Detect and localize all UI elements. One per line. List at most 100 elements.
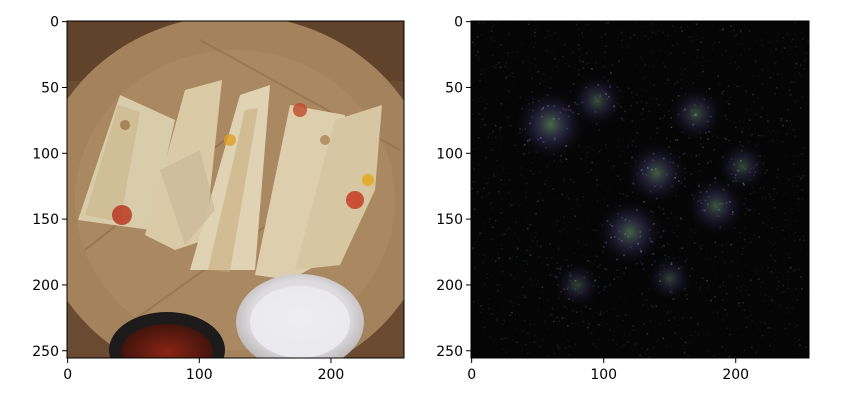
noise-speckle	[730, 25, 732, 27]
noise-speckle	[702, 56, 704, 59]
noise-speckle	[618, 155, 621, 157]
noise-speckle	[721, 54, 723, 57]
noise-speckle	[533, 31, 536, 34]
noise-speckle	[514, 317, 517, 320]
noise-speckle	[792, 144, 794, 147]
noise-speckle	[745, 263, 747, 266]
noise-speckle	[699, 245, 702, 248]
noise-speckle	[480, 196, 483, 198]
noise-speckle	[526, 352, 529, 355]
noise-speckle	[642, 89, 645, 91]
noise-speckle	[591, 147, 593, 150]
noise-speckle	[475, 43, 477, 45]
noise-speckle	[568, 65, 570, 67]
noise-speckle	[756, 40, 758, 42]
noise-speckle	[554, 57, 556, 60]
noise-speckle	[783, 47, 786, 49]
noise-speckle	[561, 161, 563, 163]
noise-speckle	[741, 296, 743, 298]
noise-speckle	[500, 212, 503, 214]
noise-speckle	[618, 192, 621, 195]
right-y-tick-label: 50	[445, 80, 463, 96]
left-image-axes	[66, 20, 405, 359]
noise-speckle	[648, 355, 651, 358]
noise-speckle	[781, 229, 784, 232]
noise-speckle	[600, 36, 603, 39]
noise-speckle	[503, 319, 505, 322]
noise-speckle	[556, 199, 559, 201]
noise-speckle	[616, 269, 619, 271]
noise-speckle	[738, 305, 740, 307]
noise-speckle	[589, 307, 592, 310]
noise-speckle	[592, 229, 595, 232]
noise-speckle	[586, 151, 589, 154]
noise-speckle	[549, 77, 552, 79]
noise-speckle	[759, 187, 762, 190]
noise-speckle	[552, 187, 555, 190]
noise-speckle	[639, 56, 642, 59]
noise-speckle	[476, 111, 479, 114]
noise-speckle	[625, 195, 628, 197]
noise-speckle	[497, 174, 500, 176]
noise-speckle	[487, 177, 490, 180]
noise-speckle	[539, 82, 541, 85]
noise-speckle	[483, 99, 486, 101]
noise-speckle	[761, 107, 764, 110]
noise-speckle	[524, 296, 527, 299]
noise-speckle	[761, 281, 763, 284]
noise-speckle	[664, 65, 666, 67]
noise-speckle	[552, 320, 555, 323]
noise-speckle	[643, 77, 645, 80]
noise-speckle	[595, 255, 598, 258]
noise-speckle	[695, 282, 698, 284]
noise-speckle	[773, 259, 775, 261]
noise-speckle	[787, 279, 790, 281]
noise-speckle	[776, 288, 778, 291]
noise-speckle	[563, 178, 566, 181]
noise-speckle	[529, 251, 531, 254]
noise-speckle	[565, 158, 568, 161]
noise-speckle	[532, 240, 534, 242]
noise-speckle	[646, 102, 649, 104]
noise-speckle	[782, 36, 785, 39]
noise-speckle	[537, 70, 539, 73]
noise-speckle	[687, 235, 689, 238]
noise-speckle	[536, 240, 538, 243]
noise-speckle	[472, 247, 474, 250]
noise-speckle	[752, 93, 754, 96]
noise-speckle	[666, 137, 668, 140]
noise-speckle	[741, 253, 743, 256]
noise-speckle	[602, 198, 605, 200]
noise-speckle	[511, 258, 514, 261]
noise-speckle	[800, 152, 803, 155]
noise-speckle	[480, 307, 482, 310]
noise-speckle	[682, 345, 685, 347]
noise-speckle	[540, 218, 543, 221]
noise-speckle	[538, 297, 541, 300]
noise-speckle	[801, 176, 804, 179]
noise-speckle	[785, 339, 788, 342]
noise-speckle	[490, 258, 493, 260]
noise-speckle	[656, 92, 659, 95]
noise-speckle	[794, 22, 796, 25]
noise-speckle	[527, 23, 530, 25]
noise-speckle	[694, 231, 696, 234]
noise-speckle	[599, 263, 602, 266]
noise-speckle	[613, 352, 616, 354]
noise-speckle	[707, 161, 709, 164]
noise-speckle	[578, 60, 581, 63]
noise-speckle	[595, 345, 598, 348]
noise-speckle	[735, 287, 737, 289]
noise-speckle	[794, 327, 797, 329]
noise-speckle	[642, 118, 644, 121]
noise-speckle	[495, 283, 498, 286]
noise-speckle	[477, 137, 480, 139]
noise-speckle	[538, 171, 541, 173]
noise-speckle	[788, 89, 791, 91]
noise-speckle	[550, 256, 553, 259]
noise-speckle	[680, 79, 682, 81]
noise-speckle	[654, 353, 656, 356]
noise-speckle	[578, 204, 581, 207]
noise-speckle	[509, 314, 512, 317]
noise-speckle	[643, 323, 645, 325]
